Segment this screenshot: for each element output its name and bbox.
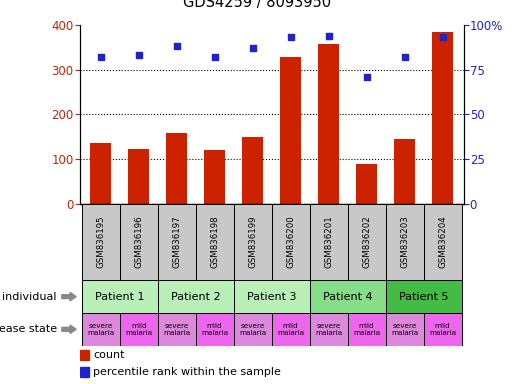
Bar [80,350,90,360]
Text: GSM836197: GSM836197 [172,215,181,268]
Text: severe
malaria: severe malaria [239,323,266,336]
Point [211,54,219,60]
Bar [356,164,377,204]
Bar [119,313,158,346]
Bar [424,313,461,346]
Text: Patient 4: Patient 4 [323,291,372,302]
Text: mild
malaria: mild malaria [201,323,228,336]
Text: mild
malaria: mild malaria [277,323,304,336]
Text: mild
malaria: mild malaria [125,323,152,336]
Bar [158,313,196,346]
Bar [310,313,348,346]
Bar [82,280,158,313]
Bar [348,313,386,346]
Bar [310,280,386,313]
Point [438,35,447,41]
Bar [119,204,158,280]
Bar [166,133,187,204]
Point [173,43,181,50]
Text: Patient 3: Patient 3 [247,291,297,302]
Bar [90,143,111,204]
Text: GSM836200: GSM836200 [286,215,295,268]
Text: mild
malaria: mild malaria [353,323,380,336]
Bar [128,149,149,204]
Bar [386,280,461,313]
Bar [158,280,234,313]
Text: GSM836203: GSM836203 [400,215,409,268]
Bar [242,137,263,204]
Text: GDS4259 / 8093950: GDS4259 / 8093950 [183,0,332,10]
Text: severe
malaria: severe malaria [315,323,342,336]
Bar [196,313,234,346]
Text: GSM836201: GSM836201 [324,215,333,268]
Point [363,74,371,80]
Text: severe
malaria: severe malaria [163,323,190,336]
Bar [82,313,119,346]
Bar [234,313,272,346]
Text: GSM836202: GSM836202 [362,215,371,268]
Text: percentile rank within the sample: percentile rank within the sample [93,367,281,377]
Bar [424,204,461,280]
Text: GSM836196: GSM836196 [134,215,143,268]
Bar [234,204,272,280]
Bar [82,204,119,280]
Point [97,54,105,60]
Point [401,54,409,60]
Text: Patient 5: Patient 5 [399,291,449,302]
Bar [348,204,386,280]
Text: Patient 1: Patient 1 [95,291,145,302]
Bar [196,204,234,280]
Text: individual: individual [2,291,57,302]
Text: GSM836204: GSM836204 [438,215,447,268]
Text: severe
malaria: severe malaria [87,323,114,336]
Point [249,45,257,51]
Bar [204,150,225,204]
Bar [80,367,90,377]
Point [324,33,333,39]
Bar [386,204,424,280]
Bar [318,44,339,204]
Text: GSM836195: GSM836195 [96,215,105,268]
Bar [280,57,301,204]
Text: mild
malaria: mild malaria [429,323,456,336]
Bar [272,204,310,280]
Bar [158,204,196,280]
Bar [234,280,310,313]
Text: disease state: disease state [0,324,57,334]
Text: Patient 2: Patient 2 [171,291,220,302]
Text: GSM836199: GSM836199 [248,216,257,268]
Bar [394,139,415,204]
Bar [272,313,310,346]
Text: severe
malaria: severe malaria [391,323,418,336]
Bar [386,313,424,346]
Point [286,35,295,41]
Bar [432,31,453,204]
Bar [310,204,348,280]
Point [134,52,143,58]
Text: GSM836198: GSM836198 [210,215,219,268]
Text: count: count [93,350,125,360]
